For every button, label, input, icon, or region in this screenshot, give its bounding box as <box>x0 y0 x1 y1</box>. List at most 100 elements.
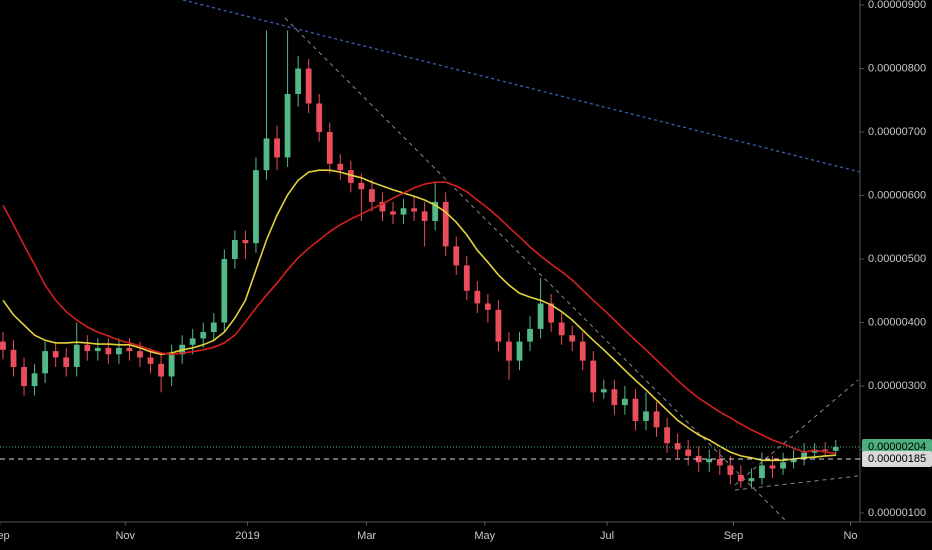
x-tick-label: Nov <box>115 530 135 542</box>
candle-body <box>632 398 639 421</box>
price-label-box <box>862 438 932 455</box>
drawings <box>182 0 861 521</box>
candle-body <box>63 357 70 367</box>
y-tick-label: 0.00000100 <box>868 507 926 519</box>
y-tick-label: 0.00000400 <box>868 316 926 328</box>
candle-body <box>326 132 333 164</box>
candle-body <box>284 93 291 158</box>
candle-body <box>516 341 523 361</box>
candle-body <box>759 465 765 479</box>
candle-body <box>822 449 829 451</box>
candle-body <box>0 341 6 350</box>
candle-body <box>137 351 143 358</box>
x-tick-label: No <box>843 530 857 542</box>
x-tick-label: Sep <box>0 530 10 542</box>
x-tick-label: Jul <box>600 530 614 542</box>
candle-body <box>73 344 80 367</box>
candle-body <box>52 351 59 358</box>
candle-body <box>295 68 302 94</box>
candle-body <box>42 351 49 374</box>
candle-body <box>400 208 407 215</box>
trend-line <box>284 17 786 521</box>
candle-body <box>780 462 786 469</box>
candle-body <box>737 474 744 482</box>
candle-body <box>463 265 470 291</box>
y-tick-label: 0.00000900 <box>868 0 926 11</box>
candle-body <box>495 309 502 342</box>
candle-body <box>790 459 797 463</box>
candle-body <box>811 449 818 453</box>
candle-body <box>769 465 776 469</box>
candle-body <box>10 349 17 367</box>
candle-body <box>347 170 354 183</box>
candle-body <box>116 347 122 355</box>
candle-body <box>748 478 755 482</box>
x-tick-label: 2019 <box>235 530 259 542</box>
price-label: 0.00000204 <box>868 441 926 453</box>
candle-body <box>442 201 449 247</box>
candle-body <box>231 240 238 260</box>
y-tick-label: 0.00000700 <box>868 126 926 138</box>
candle-body <box>189 338 196 345</box>
candle-body <box>685 449 692 456</box>
candle-body <box>643 411 649 421</box>
candle-body <box>253 170 259 244</box>
y-tick-label: 0.00000300 <box>868 380 926 392</box>
candle-body <box>695 455 702 463</box>
y-tick-label: 0.00000600 <box>868 189 926 201</box>
moving-average-line <box>2 169 836 462</box>
candle-body <box>537 303 544 329</box>
trend-line <box>182 0 861 173</box>
trend-line <box>734 379 859 486</box>
candle-body <box>674 443 681 450</box>
candle-body <box>379 201 386 212</box>
candle-body <box>411 208 417 212</box>
candle-body <box>158 363 164 377</box>
candle-body <box>84 344 91 352</box>
candle-body <box>337 163 344 171</box>
candle-body <box>316 103 323 133</box>
candle-body <box>506 341 512 361</box>
candle-body <box>21 366 27 387</box>
candle-body <box>358 182 365 190</box>
plot-area <box>0 30 839 488</box>
candle-body <box>832 446 839 451</box>
candle-body <box>210 322 217 333</box>
candle-body <box>727 465 734 475</box>
candle-body <box>31 373 38 387</box>
candle-body <box>126 347 133 352</box>
x-tick-label: May <box>474 530 495 542</box>
x-tick-label: Sep <box>724 530 744 542</box>
candle-body <box>242 240 249 244</box>
candle-body <box>369 189 375 202</box>
candle-body <box>263 138 270 171</box>
candle-body <box>432 201 439 221</box>
candle-body <box>801 452 808 460</box>
candle-body <box>274 138 280 158</box>
candle-body <box>147 357 154 364</box>
candle-body <box>558 322 565 336</box>
candle-body <box>421 211 428 221</box>
candle-body <box>390 211 396 215</box>
candle-body <box>200 332 207 339</box>
price-label: 0.00000185 <box>868 453 926 465</box>
candle-body <box>305 68 312 104</box>
moving-average-line <box>2 181 836 455</box>
price-label-box <box>862 451 932 468</box>
candle-body <box>653 411 660 428</box>
candle-body <box>168 354 175 377</box>
x-tick-label: Mar <box>357 530 376 542</box>
candle-body <box>611 389 618 406</box>
candle-body <box>622 398 628 406</box>
candle-body <box>484 303 491 310</box>
candle-body <box>664 427 670 444</box>
candle-body <box>105 347 112 355</box>
candle-body <box>590 360 597 393</box>
candle-body <box>527 328 533 342</box>
y-tick-label: 0.00000800 <box>868 62 926 74</box>
candle-body <box>716 459 723 466</box>
y-tick-label: 0.00000500 <box>868 253 926 265</box>
candle-body <box>474 290 481 304</box>
